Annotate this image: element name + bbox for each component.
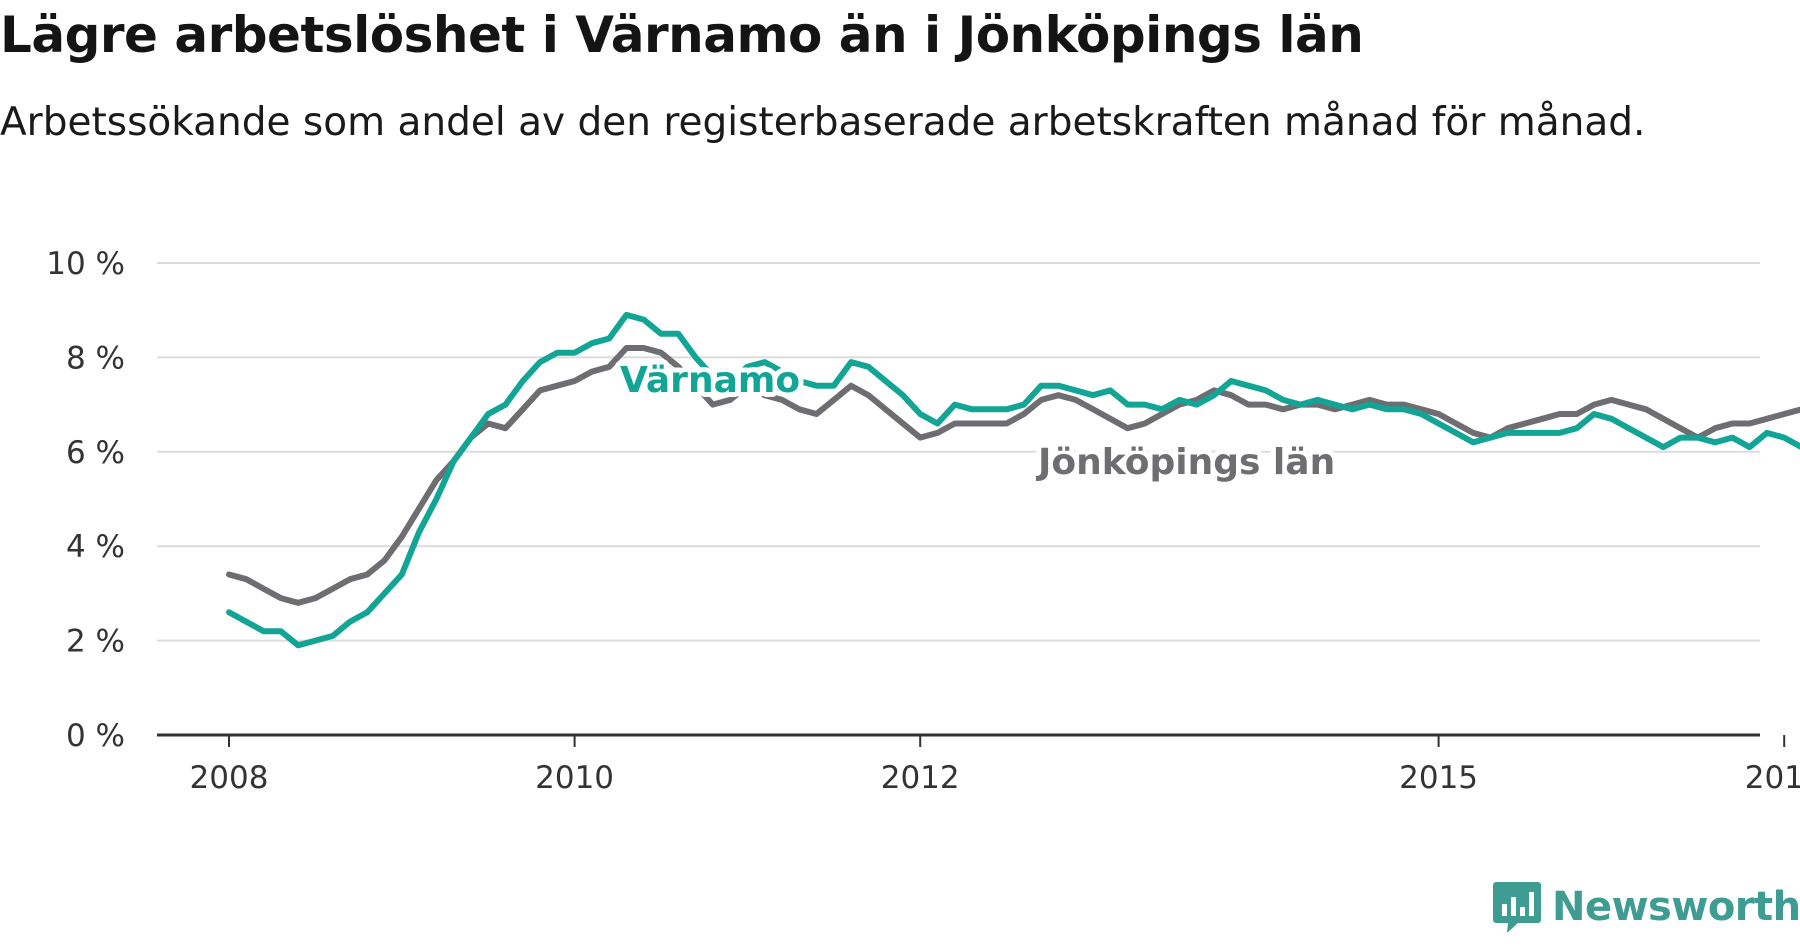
series-label-jonkopings-lan: Jönköpings län [1035, 442, 1335, 483]
axes: 0 %2 %4 %6 %8 %10 %200820102012201520172… [46, 246, 1800, 796]
x-tick-label: 2017 [1745, 760, 1800, 796]
series-label-varnamo: Värnamo [620, 360, 800, 401]
y-tick-label: 0 % [66, 718, 125, 754]
y-tick-label: 10 % [46, 246, 125, 282]
newsworthy-logo: Newsworthy [1492, 880, 1800, 934]
y-tick-label: 4 % [66, 529, 125, 565]
y-tick-label: 8 % [66, 340, 125, 376]
x-tick-label: 2012 [881, 760, 960, 796]
x-tick-label: 2015 [1399, 760, 1478, 796]
x-tick-label: 2010 [535, 760, 614, 796]
bar-chart-icon [1493, 882, 1541, 933]
y-tick-label: 2 % [66, 624, 125, 660]
series-line-jonkopings-lan [226, 345, 1800, 606]
series-lines [226, 311, 1800, 649]
y-tick-label: 6 % [66, 435, 125, 471]
brand-name: Newsworthy [1552, 884, 1800, 930]
x-tick-label: 2008 [190, 760, 269, 796]
chart-title: Lägre arbetslöshet i Värnamo än i Jönköp… [0, 6, 1364, 64]
gridlines [157, 262, 1760, 642]
series-line-varnamo [226, 311, 1800, 649]
chart-subtitle: Arbetssökande som andel av den registerb… [0, 100, 1646, 145]
